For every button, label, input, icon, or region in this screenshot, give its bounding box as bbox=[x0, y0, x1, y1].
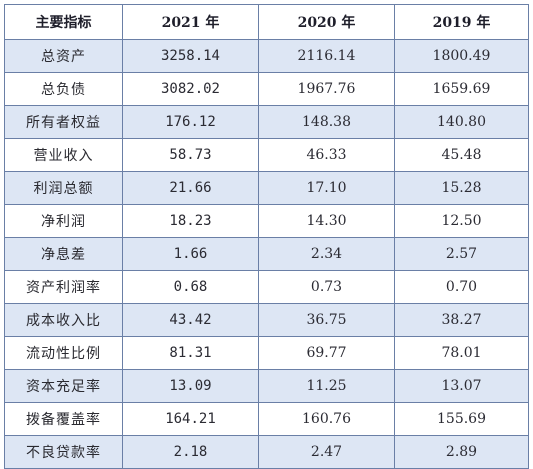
value-cell-2020: 0.73 bbox=[258, 270, 395, 304]
table-body: 总资产 3258.14 2116.14 1800.49 总负债 3082.02 1967.7… bbox=[4, 39, 529, 469]
value-cell-2019: 12.50 bbox=[394, 204, 529, 238]
value-cell-2020: 17.10 bbox=[258, 171, 395, 205]
row-label: 总负债 bbox=[4, 72, 123, 106]
value-cell-2021: 81.31 bbox=[122, 336, 259, 370]
table-header: 主要指标 2021 年 2020 年 2019 年 bbox=[4, 4, 529, 40]
header-year-2019: 2019 年 bbox=[394, 4, 529, 40]
value-cell-2019: 13.07 bbox=[394, 369, 529, 403]
value-cell-2021: 18.23 bbox=[122, 204, 259, 238]
value-cell-2021: 164.21 bbox=[122, 402, 259, 436]
table-row: 利润总额 21.66 17.10 15.28 bbox=[4, 171, 529, 205]
value-cell-2019: 15.28 bbox=[394, 171, 529, 205]
value-cell-2020: 2.34 bbox=[258, 237, 395, 271]
row-label: 净利润 bbox=[4, 204, 123, 238]
value-cell-2021: 58.73 bbox=[122, 138, 259, 172]
value-cell-2020: 2116.14 bbox=[258, 39, 395, 73]
table-row: 净息差 1.66 2.34 2.57 bbox=[4, 237, 529, 271]
header-year-2020: 2020 年 bbox=[258, 4, 395, 40]
header-indicator: 主要指标 bbox=[4, 4, 123, 40]
value-cell-2021: 3258.14 bbox=[122, 39, 259, 73]
value-cell-2019: 45.48 bbox=[394, 138, 529, 172]
row-label: 总资产 bbox=[4, 39, 123, 73]
value-cell-2021: 43.42 bbox=[122, 303, 259, 337]
header-year-2021: 2021 年 bbox=[122, 4, 259, 40]
table-row: 营业收入 58.73 46.33 45.48 bbox=[4, 138, 529, 172]
table-row: 所有者权益 176.12 148.38 140.80 bbox=[4, 105, 529, 139]
row-label: 所有者权益 bbox=[4, 105, 123, 139]
value-cell-2021: 1.66 bbox=[122, 237, 259, 271]
row-label: 资本充足率 bbox=[4, 369, 123, 403]
value-cell-2019: 1800.49 bbox=[394, 39, 529, 73]
value-cell-2021: 21.66 bbox=[122, 171, 259, 205]
value-cell-2021: 3082.02 bbox=[122, 72, 259, 106]
table-row: 总资产 3258.14 2116.14 1800.49 bbox=[4, 39, 529, 73]
value-cell-2019: 1659.69 bbox=[394, 72, 529, 106]
row-label: 成本收入比 bbox=[4, 303, 123, 337]
table-row: 资本充足率 13.09 11.25 13.07 bbox=[4, 369, 529, 403]
value-cell-2019: 0.70 bbox=[394, 270, 529, 304]
row-label: 净息差 bbox=[4, 237, 123, 271]
header-row: 主要指标 2021 年 2020 年 2019 年 bbox=[4, 4, 529, 40]
value-cell-2020: 69.77 bbox=[258, 336, 395, 370]
value-cell-2019: 155.69 bbox=[394, 402, 529, 436]
table-row: 总负债 3082.02 1967.76 1659.69 bbox=[4, 72, 529, 106]
row-label: 拨备覆盖率 bbox=[4, 402, 123, 436]
table-row: 流动性比例 81.31 69.77 78.01 bbox=[4, 336, 529, 370]
value-cell-2021: 176.12 bbox=[122, 105, 259, 139]
value-cell-2020: 2.47 bbox=[258, 435, 395, 469]
table-row: 净利润 18.23 14.30 12.50 bbox=[4, 204, 529, 238]
value-cell-2021: 0.68 bbox=[122, 270, 259, 304]
value-cell-2019: 78.01 bbox=[394, 336, 529, 370]
table-row: 资产利润率 0.68 0.73 0.70 bbox=[4, 270, 529, 304]
value-cell-2019: 38.27 bbox=[394, 303, 529, 337]
row-label: 流动性比例 bbox=[4, 336, 123, 370]
value-cell-2020: 46.33 bbox=[258, 138, 395, 172]
table-row: 成本收入比 43.42 36.75 38.27 bbox=[4, 303, 529, 337]
value-cell-2020: 1967.76 bbox=[258, 72, 395, 106]
value-cell-2020: 14.30 bbox=[258, 204, 395, 238]
financial-indicators-table: 主要指标 2021 年 2020 年 2019 年 总资产 3258.14 2116… bbox=[4, 4, 529, 469]
row-label: 营业收入 bbox=[4, 138, 123, 172]
value-cell-2021: 2.18 bbox=[122, 435, 259, 469]
table-row: 拨备覆盖率 164.21 160.76 155.69 bbox=[4, 402, 529, 436]
table-row: 不良贷款率 2.18 2.47 2.89 bbox=[4, 435, 529, 469]
value-cell-2020: 11.25 bbox=[258, 369, 395, 403]
value-cell-2021: 13.09 bbox=[122, 369, 259, 403]
value-cell-2020: 160.76 bbox=[258, 402, 395, 436]
value-cell-2020: 148.38 bbox=[258, 105, 395, 139]
value-cell-2019: 2.89 bbox=[394, 435, 529, 469]
row-label: 利润总额 bbox=[4, 171, 123, 205]
value-cell-2019: 2.57 bbox=[394, 237, 529, 271]
row-label: 不良贷款率 bbox=[4, 435, 123, 469]
row-label: 资产利润率 bbox=[4, 270, 123, 304]
value-cell-2019: 140.80 bbox=[394, 105, 529, 139]
value-cell-2020: 36.75 bbox=[258, 303, 395, 337]
